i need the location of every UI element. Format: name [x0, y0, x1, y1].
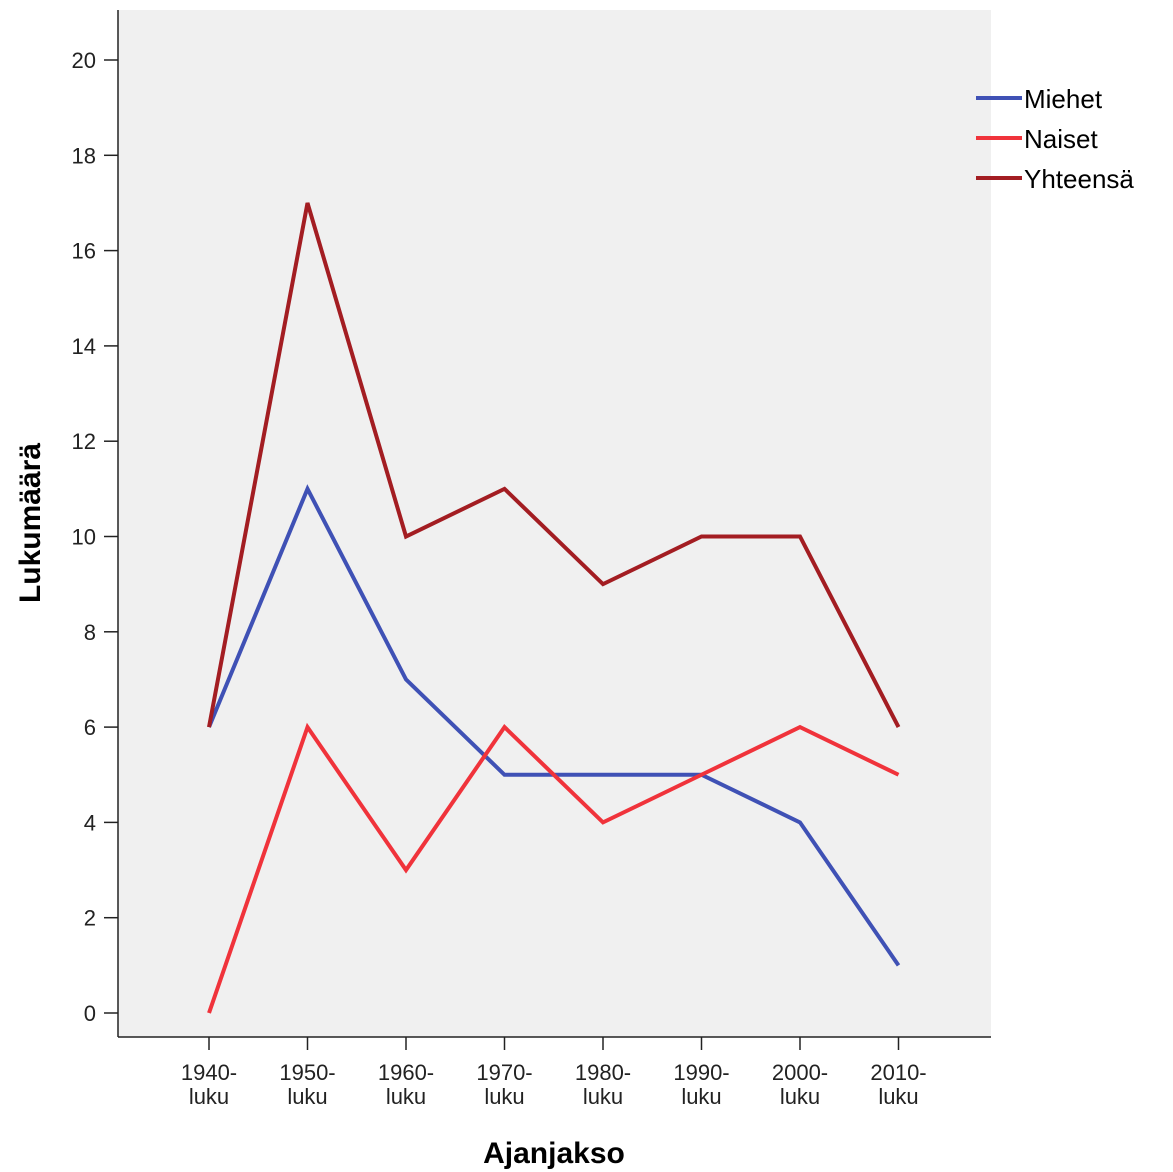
x-tick-label: luku — [878, 1084, 918, 1109]
series-lines — [207, 202, 901, 1014]
y-tick-label: 8 — [84, 620, 96, 645]
series-line-yhteensä — [207, 202, 901, 729]
legend-label: Naiset — [1024, 124, 1098, 154]
x-tick-label: 1950- — [279, 1060, 335, 1085]
plot-area — [118, 10, 991, 1037]
x-tick-label: luku — [287, 1084, 327, 1109]
x-tick-label: 1940- — [181, 1060, 237, 1085]
y-tick-label: 4 — [84, 810, 96, 835]
y-tick-label: 16 — [72, 239, 96, 264]
x-axis-title: Ajanjakso — [483, 1137, 625, 1170]
legend-label: Miehet — [1024, 84, 1103, 114]
x-tick-label: luku — [484, 1084, 524, 1109]
legend-label: Yhteensä — [1024, 164, 1134, 194]
series-line-naiset — [207, 722, 900, 1014]
x-tick-label: luku — [780, 1084, 820, 1109]
x-tick-label: 1970- — [476, 1060, 532, 1085]
x-tick-label: luku — [583, 1084, 623, 1109]
y-tick-label: 6 — [84, 715, 96, 740]
y-tick-label: 18 — [72, 143, 96, 168]
x-tick-label: 1980- — [575, 1060, 631, 1085]
x-tick-label: 1990- — [673, 1060, 729, 1085]
x-tick-label: luku — [681, 1084, 721, 1109]
y-tick-label: 14 — [72, 334, 96, 359]
x-tick-label: 1960- — [378, 1060, 434, 1085]
y-axis-title: Lukumäärä — [14, 443, 47, 603]
x-tick-label: 2000- — [772, 1060, 828, 1085]
x-tick-label: luku — [386, 1084, 426, 1109]
x-tick-label: luku — [189, 1084, 229, 1109]
y-tick-label: 10 — [72, 525, 96, 550]
y-tick-label: 12 — [72, 429, 96, 454]
x-tick-label: 2010- — [870, 1060, 926, 1085]
legend: Miehet Naiset Yhteensä — [976, 84, 1134, 194]
y-tick-label: 2 — [84, 906, 96, 931]
x-axis-ticks: 1940-luku1950-luku1960-luku1970-luku1980… — [181, 1037, 927, 1109]
y-tick-label: 0 — [84, 1001, 96, 1026]
y-tick-label: 20 — [72, 48, 96, 73]
y-axis-ticks: 0 2 4 6 8 10 12 14 16 18 20 — [72, 48, 118, 1026]
